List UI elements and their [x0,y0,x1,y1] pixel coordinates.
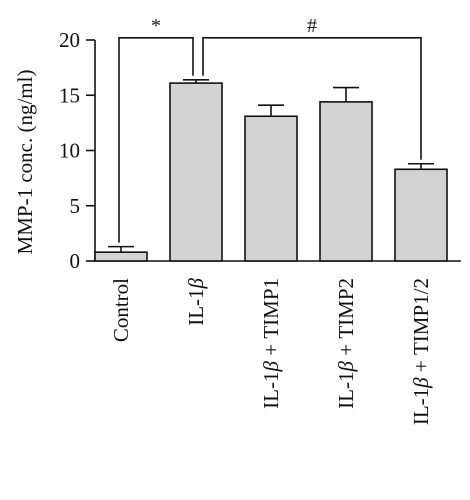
x-tick-label: Control [109,278,133,342]
x-tick-label: IL-1β + TIMP2 [334,278,358,409]
significance-bracket [202,36,422,160]
axes: 0 5 10 15 20 [59,28,461,273]
x-tick-label: IL-1β + TIMP1 [259,278,283,409]
y-tick-label: 5 [70,194,81,218]
significance-annotations: * # [118,15,422,243]
y-tick-label: 15 [59,83,80,107]
y-tick-label: 20 [59,28,80,52]
bar [394,168,448,262]
y-tick-label: 10 [59,139,80,163]
significance-label: * [151,15,161,37]
x-tick-label: IL-1β + TIMP1/2 [409,278,433,425]
significance-label: # [307,15,317,37]
y-axis-label: MMP-1 conc. (ng/ml) [13,70,37,255]
x-tick-label: IL-1β [184,277,208,325]
bar [244,115,298,262]
bar [319,101,373,262]
y-tick-label: 0 [70,249,81,273]
bar [94,251,148,262]
significance-bracket [118,36,194,243]
bars [94,78,448,262]
bar [169,82,223,262]
category-labels: Control IL-1β IL-1β + TIMP1 IL-1β + TIMP2 IL… [109,277,433,425]
